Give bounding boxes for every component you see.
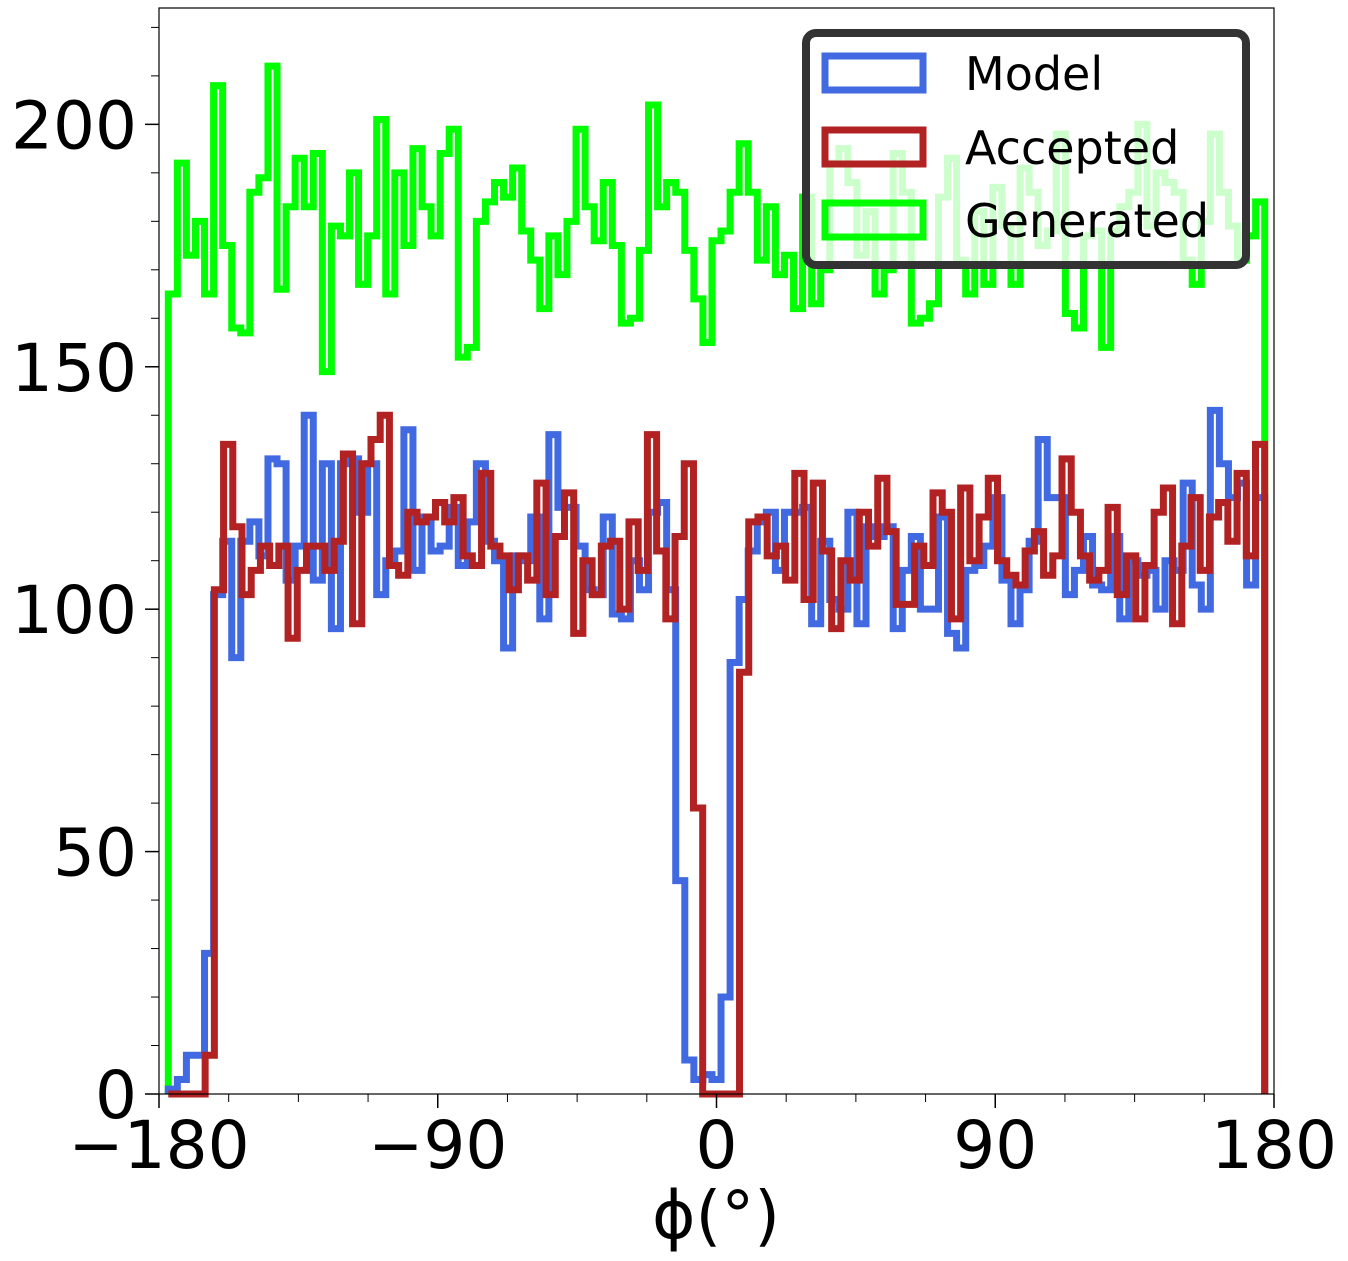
legend-swatch-accepted (821, 126, 927, 168)
legend-swatch-model (821, 52, 927, 94)
y-tick-label: 0 (95, 1057, 137, 1134)
x-tick-label: −180 (68, 1107, 249, 1184)
x-tick-label: 180 (1211, 1107, 1337, 1184)
y-tick-label: 100 (11, 572, 137, 649)
legend: Model Accepted Generated (802, 29, 1250, 269)
y-tick-label: 150 (11, 330, 137, 407)
legend-label-generated: Generated (965, 194, 1209, 248)
legend-label-accepted: Accepted (965, 121, 1179, 175)
y-tick-label: 200 (11, 87, 137, 164)
x-tick-label: 90 (953, 1107, 1037, 1184)
x-tick-label: 0 (696, 1107, 738, 1184)
series-generated-step (164, 62, 1269, 1094)
y-tick-label: 50 (53, 815, 137, 892)
legend-label-model: Model (965, 47, 1103, 101)
series-model-step (164, 406, 1269, 1094)
tick-layer: −180 −90 0 90 180 0 50 100 150 200 (11, 26, 1337, 1184)
legend-swatch-generated (821, 199, 927, 241)
x-axis-label: ϕ(°) (652, 1177, 780, 1254)
x-tick-label: −90 (368, 1107, 507, 1184)
